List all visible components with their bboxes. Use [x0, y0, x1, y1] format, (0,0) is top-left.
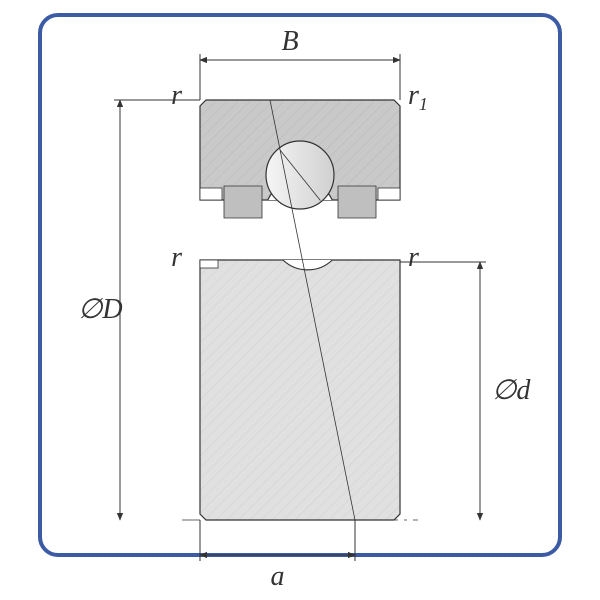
bearing-diagram: Ba ∅D ∅d r r1 r r [0, 0, 600, 600]
label-B: B [281, 26, 298, 57]
label-d: ∅d [492, 375, 531, 406]
label-r-mid-right: r [408, 242, 419, 273]
label-D: ∅D [78, 294, 123, 325]
label-r-mid-left: r [171, 242, 182, 273]
label-a: a [271, 561, 285, 592]
label-r-top-left: r [171, 80, 182, 111]
label-r1: r1 [408, 80, 428, 114]
diagram-svg: Ba ∅D ∅d r r1 r r [0, 0, 600, 600]
